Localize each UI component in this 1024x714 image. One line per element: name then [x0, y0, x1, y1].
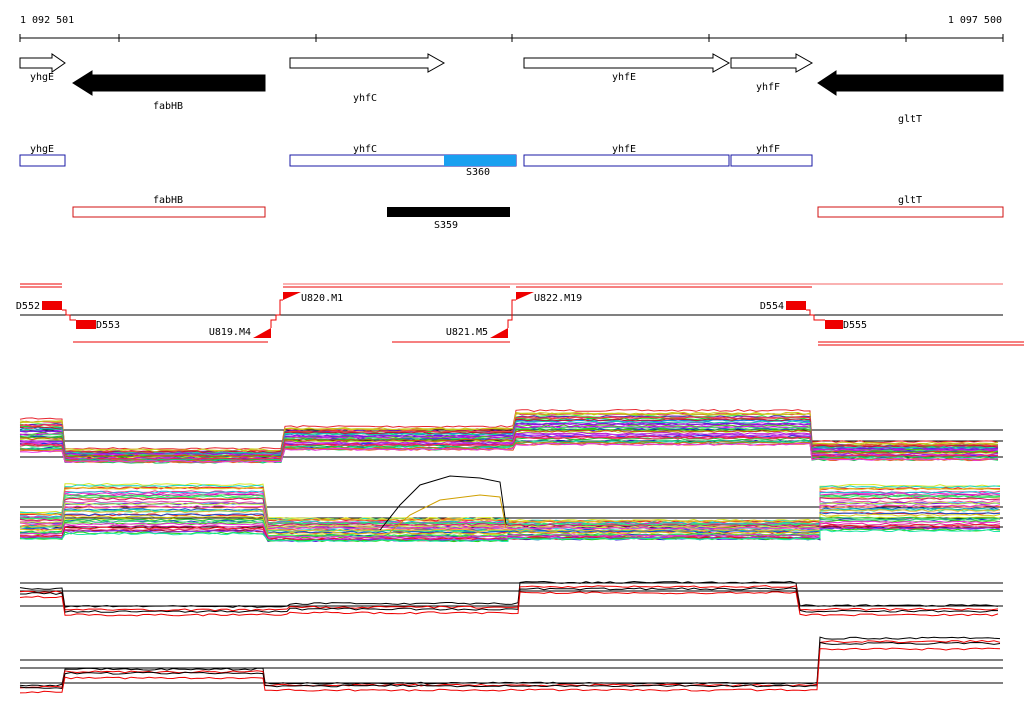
- ruler-ticks: [19, 34, 1004, 42]
- gene-label: yhgE: [30, 72, 54, 83]
- trace: [19, 585, 999, 612]
- trace: [19, 580, 999, 608]
- expression-traces: [19, 408, 1003, 694]
- gene-label: yhfF: [756, 144, 780, 155]
- trace: [19, 641, 1001, 690]
- transcript-lines: [20, 283, 1024, 346]
- trace: [19, 529, 1000, 543]
- trace: [19, 647, 1001, 694]
- trace: [19, 520, 1001, 539]
- ruler-end: 1 097 500: [948, 15, 1002, 26]
- annotation-tracks: 1 092 501 1 097 500 yhgE fabHB yhfC yhfE…: [16, 15, 1024, 346]
- transcript-label: U822.M19: [534, 293, 582, 304]
- trace: [19, 527, 1001, 542]
- transcript-label: D555: [843, 320, 867, 331]
- trace: [19, 516, 1001, 537]
- gene-label: fabHB: [153, 101, 183, 112]
- transcript-label: D554: [760, 301, 784, 312]
- forward-boxes: [19, 154, 813, 167]
- trace: [19, 501, 1001, 529]
- ruler-start: 1 092 501: [20, 15, 74, 26]
- trace: [19, 636, 1001, 687]
- gene-label: yhfC: [353, 144, 377, 155]
- trace: [19, 416, 999, 453]
- transcript-label: D552: [16, 301, 40, 312]
- trace: [19, 504, 1001, 530]
- segment-label: S359: [434, 220, 458, 231]
- trace: [19, 591, 999, 617]
- segment-label: S360: [466, 167, 490, 178]
- reverse-boxes: [72, 206, 1004, 218]
- trace: [19, 522, 1001, 540]
- trace: [379, 475, 507, 531]
- gene-label: gltT: [898, 195, 922, 206]
- gene-label: gltT: [898, 114, 922, 125]
- trace: [20, 587, 999, 613]
- trace: [19, 411, 999, 452]
- trace: [19, 441, 999, 463]
- gene-label: yhgE: [30, 144, 54, 155]
- gene-label: fabHB: [153, 195, 183, 206]
- gene-arrows: [19, 53, 1004, 96]
- trace: [19, 639, 1001, 689]
- trace: [19, 418, 999, 454]
- transcript-label: U820.M1: [301, 293, 343, 304]
- transcript-label: U821.M5: [446, 327, 488, 338]
- trace: [19, 408, 999, 450]
- trace: [19, 442, 999, 464]
- transcript-label: D553: [96, 320, 120, 331]
- transcript-label: U819.M4: [209, 327, 251, 338]
- trace: [19, 429, 999, 458]
- transcript-marks: [42, 292, 843, 338]
- trace: [19, 422, 999, 456]
- segment-box: [387, 207, 510, 217]
- gene-label: yhfE: [612, 72, 636, 83]
- gene-label: yhfE: [612, 144, 636, 155]
- trace: [19, 508, 1001, 532]
- gene-label: yhfC: [353, 93, 377, 104]
- segment-box: [444, 155, 516, 166]
- trace: [19, 442, 999, 463]
- gene-label: yhfF: [756, 82, 780, 93]
- transcript-steps: [62, 299, 825, 328]
- trace: [389, 494, 507, 533]
- trace: [19, 439, 999, 462]
